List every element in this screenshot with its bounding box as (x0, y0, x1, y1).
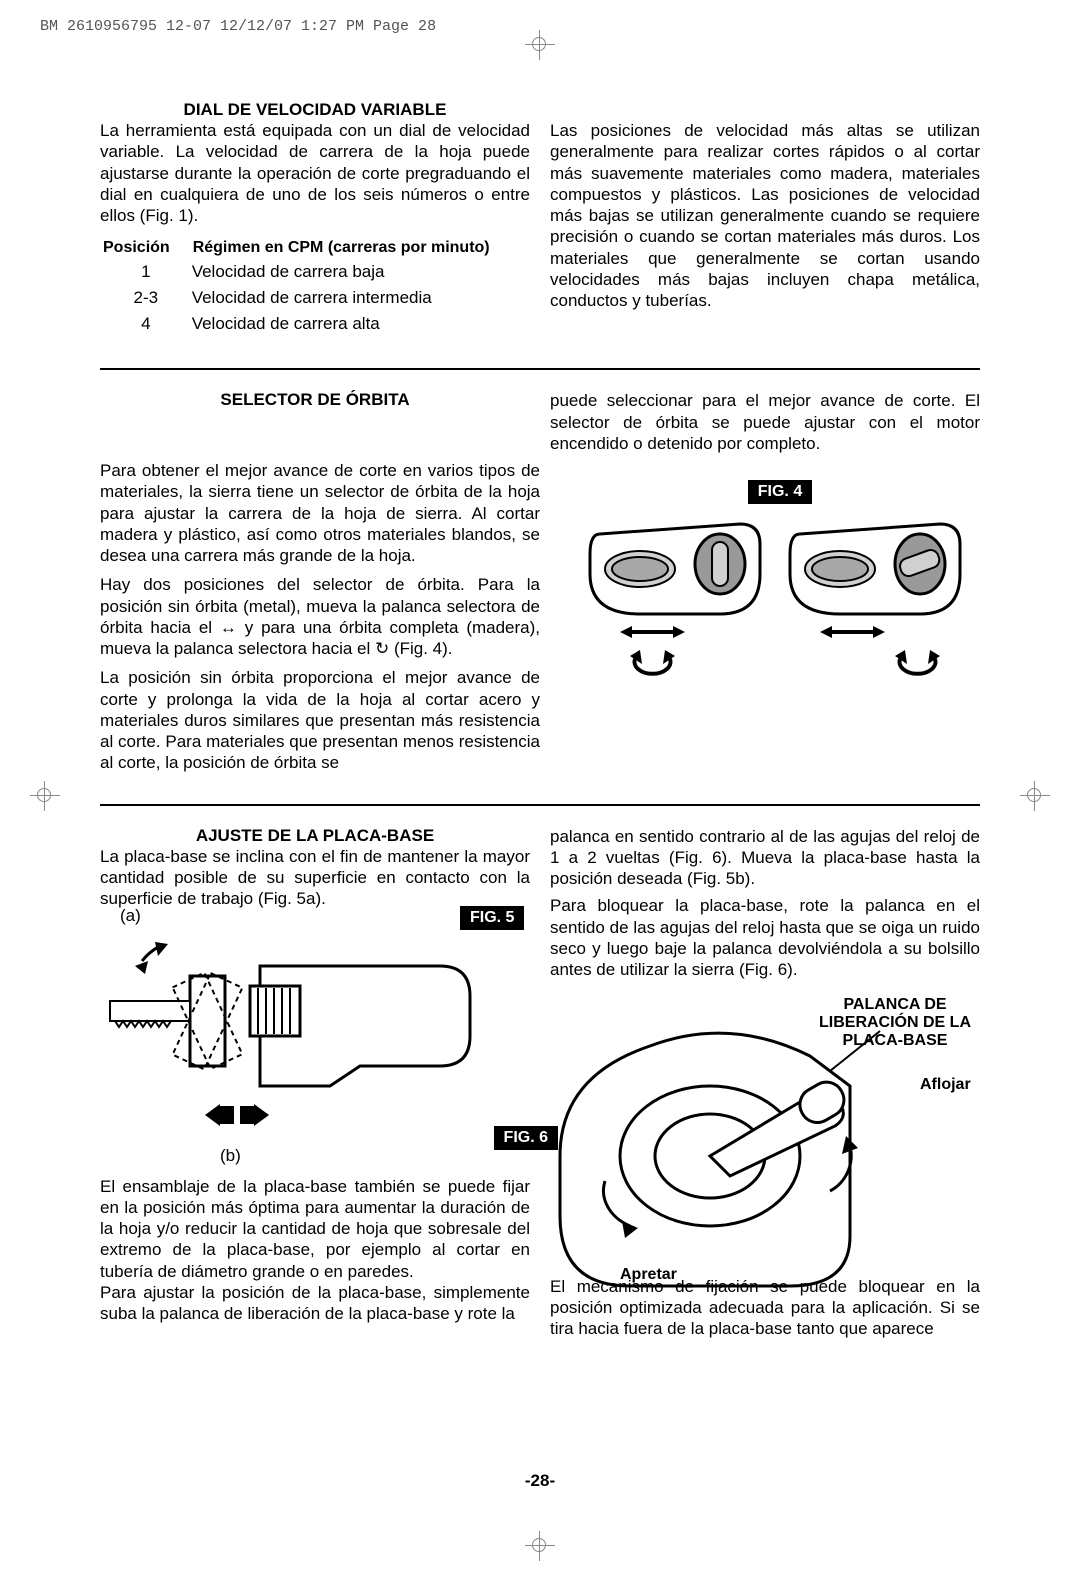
callout-loosen: Aflojar (920, 1076, 980, 1094)
print-header: BM 2610956795 12-07 12/12/07 1:27 PM Pag… (40, 18, 436, 35)
crop-mark-right (1020, 781, 1050, 811)
table-row: 4 Velocidad de carrera alta (102, 312, 510, 336)
section3-right-para1: palanca en sentido contrario al de las a… (550, 826, 980, 890)
table-header-position: Posición (102, 238, 190, 258)
section2-para3: La posición sin órbita proporciona el me… (100, 667, 540, 773)
section3-title: AJUSTE DE LA PLACA-BASE (100, 826, 530, 846)
section2-left-column: Para obtener el mejor avance de corte en… (100, 460, 540, 774)
section3-right-para2: Para bloquear la placa-base, rote la pal… (550, 895, 980, 980)
content: DIAL DE VELOCIDAD VARIABLE La herramient… (100, 0, 980, 1366)
figure-5: (a) (100, 906, 480, 1166)
table-header-regime: Régimen en CPM (carreras por minuto) (192, 238, 510, 258)
section-orbit-selector: SELECTOR DE ÓRBITA puede seleccionar par… (100, 390, 980, 773)
fig5-label: FIG. 5 (460, 906, 524, 930)
footplate-tilt-diagram-icon (100, 906, 480, 1136)
divider (100, 368, 980, 370)
divider (100, 804, 980, 806)
table-row: 2-3 Velocidad de carrera intermedia (102, 286, 510, 310)
page: BM 2610956795 12-07 12/12/07 1:27 PM Pag… (0, 0, 1080, 1591)
section-speed-dial: DIAL DE VELOCIDAD VARIABLE La herramient… (100, 100, 980, 338)
section1-title: DIAL DE VELOCIDAD VARIABLE (100, 100, 530, 120)
fig6-label: FIG. 6 (494, 1126, 558, 1150)
fig5-annotation-a: (a) (120, 906, 141, 926)
section3-bottom1: El mecanismo de fijación se puede bloque… (550, 1276, 980, 1340)
crop-mark-left (30, 781, 60, 811)
section2-para1: Para obtener el mejor avance de corte en… (100, 460, 540, 566)
orbit-selector-diagram-icon (580, 514, 980, 684)
speed-table: Posición Régimen en CPM (carreras por mi… (100, 236, 512, 338)
fig4-label: FIG. 4 (748, 480, 812, 504)
section3-para2: El ensamblaje de la placa-base también s… (100, 1176, 530, 1282)
section-footplate: AJUSTE DE LA PLACA-BASE La placa-base se… (100, 826, 980, 1366)
section2-title: SELECTOR DE ÓRBITA (100, 390, 530, 410)
section1-right-para: Las posiciones de velocidad más altas se… (550, 120, 980, 311)
section3-bottom-right: El mecanismo de fijación se puede bloque… (550, 1276, 980, 1340)
section2-right-para: puede seleccionar para el mejor avance d… (550, 390, 980, 454)
fig5-annotation-b: (b) (220, 1146, 241, 1166)
callout-release-lever: PALANCA DE LIBERACIÓN DE LA PLACA-BASE (810, 996, 980, 1051)
crop-mark-top (525, 30, 555, 60)
section1-intro: La herramienta está equipada con un dial… (100, 120, 530, 226)
table-row: 1 Velocidad de carrera baja (102, 260, 510, 284)
section3-para3: Para ajustar la posición de la placa-bas… (100, 1282, 530, 1325)
section2-para2: Hay dos posiciones del selector de órbit… (100, 574, 540, 659)
figure-6: PALANCA DE LIBERACIÓN DE LA PLACA-BASE A… (550, 976, 980, 1306)
crop-mark-bottom (525, 1531, 555, 1561)
page-number: -28- (525, 1471, 555, 1491)
section3-left-lower: El ensamblaje de la placa-base también s… (100, 1176, 530, 1325)
section3-para1: La placa-base se inclina con el fin de m… (100, 846, 530, 910)
figure-4: FIG. 4 (580, 480, 980, 689)
